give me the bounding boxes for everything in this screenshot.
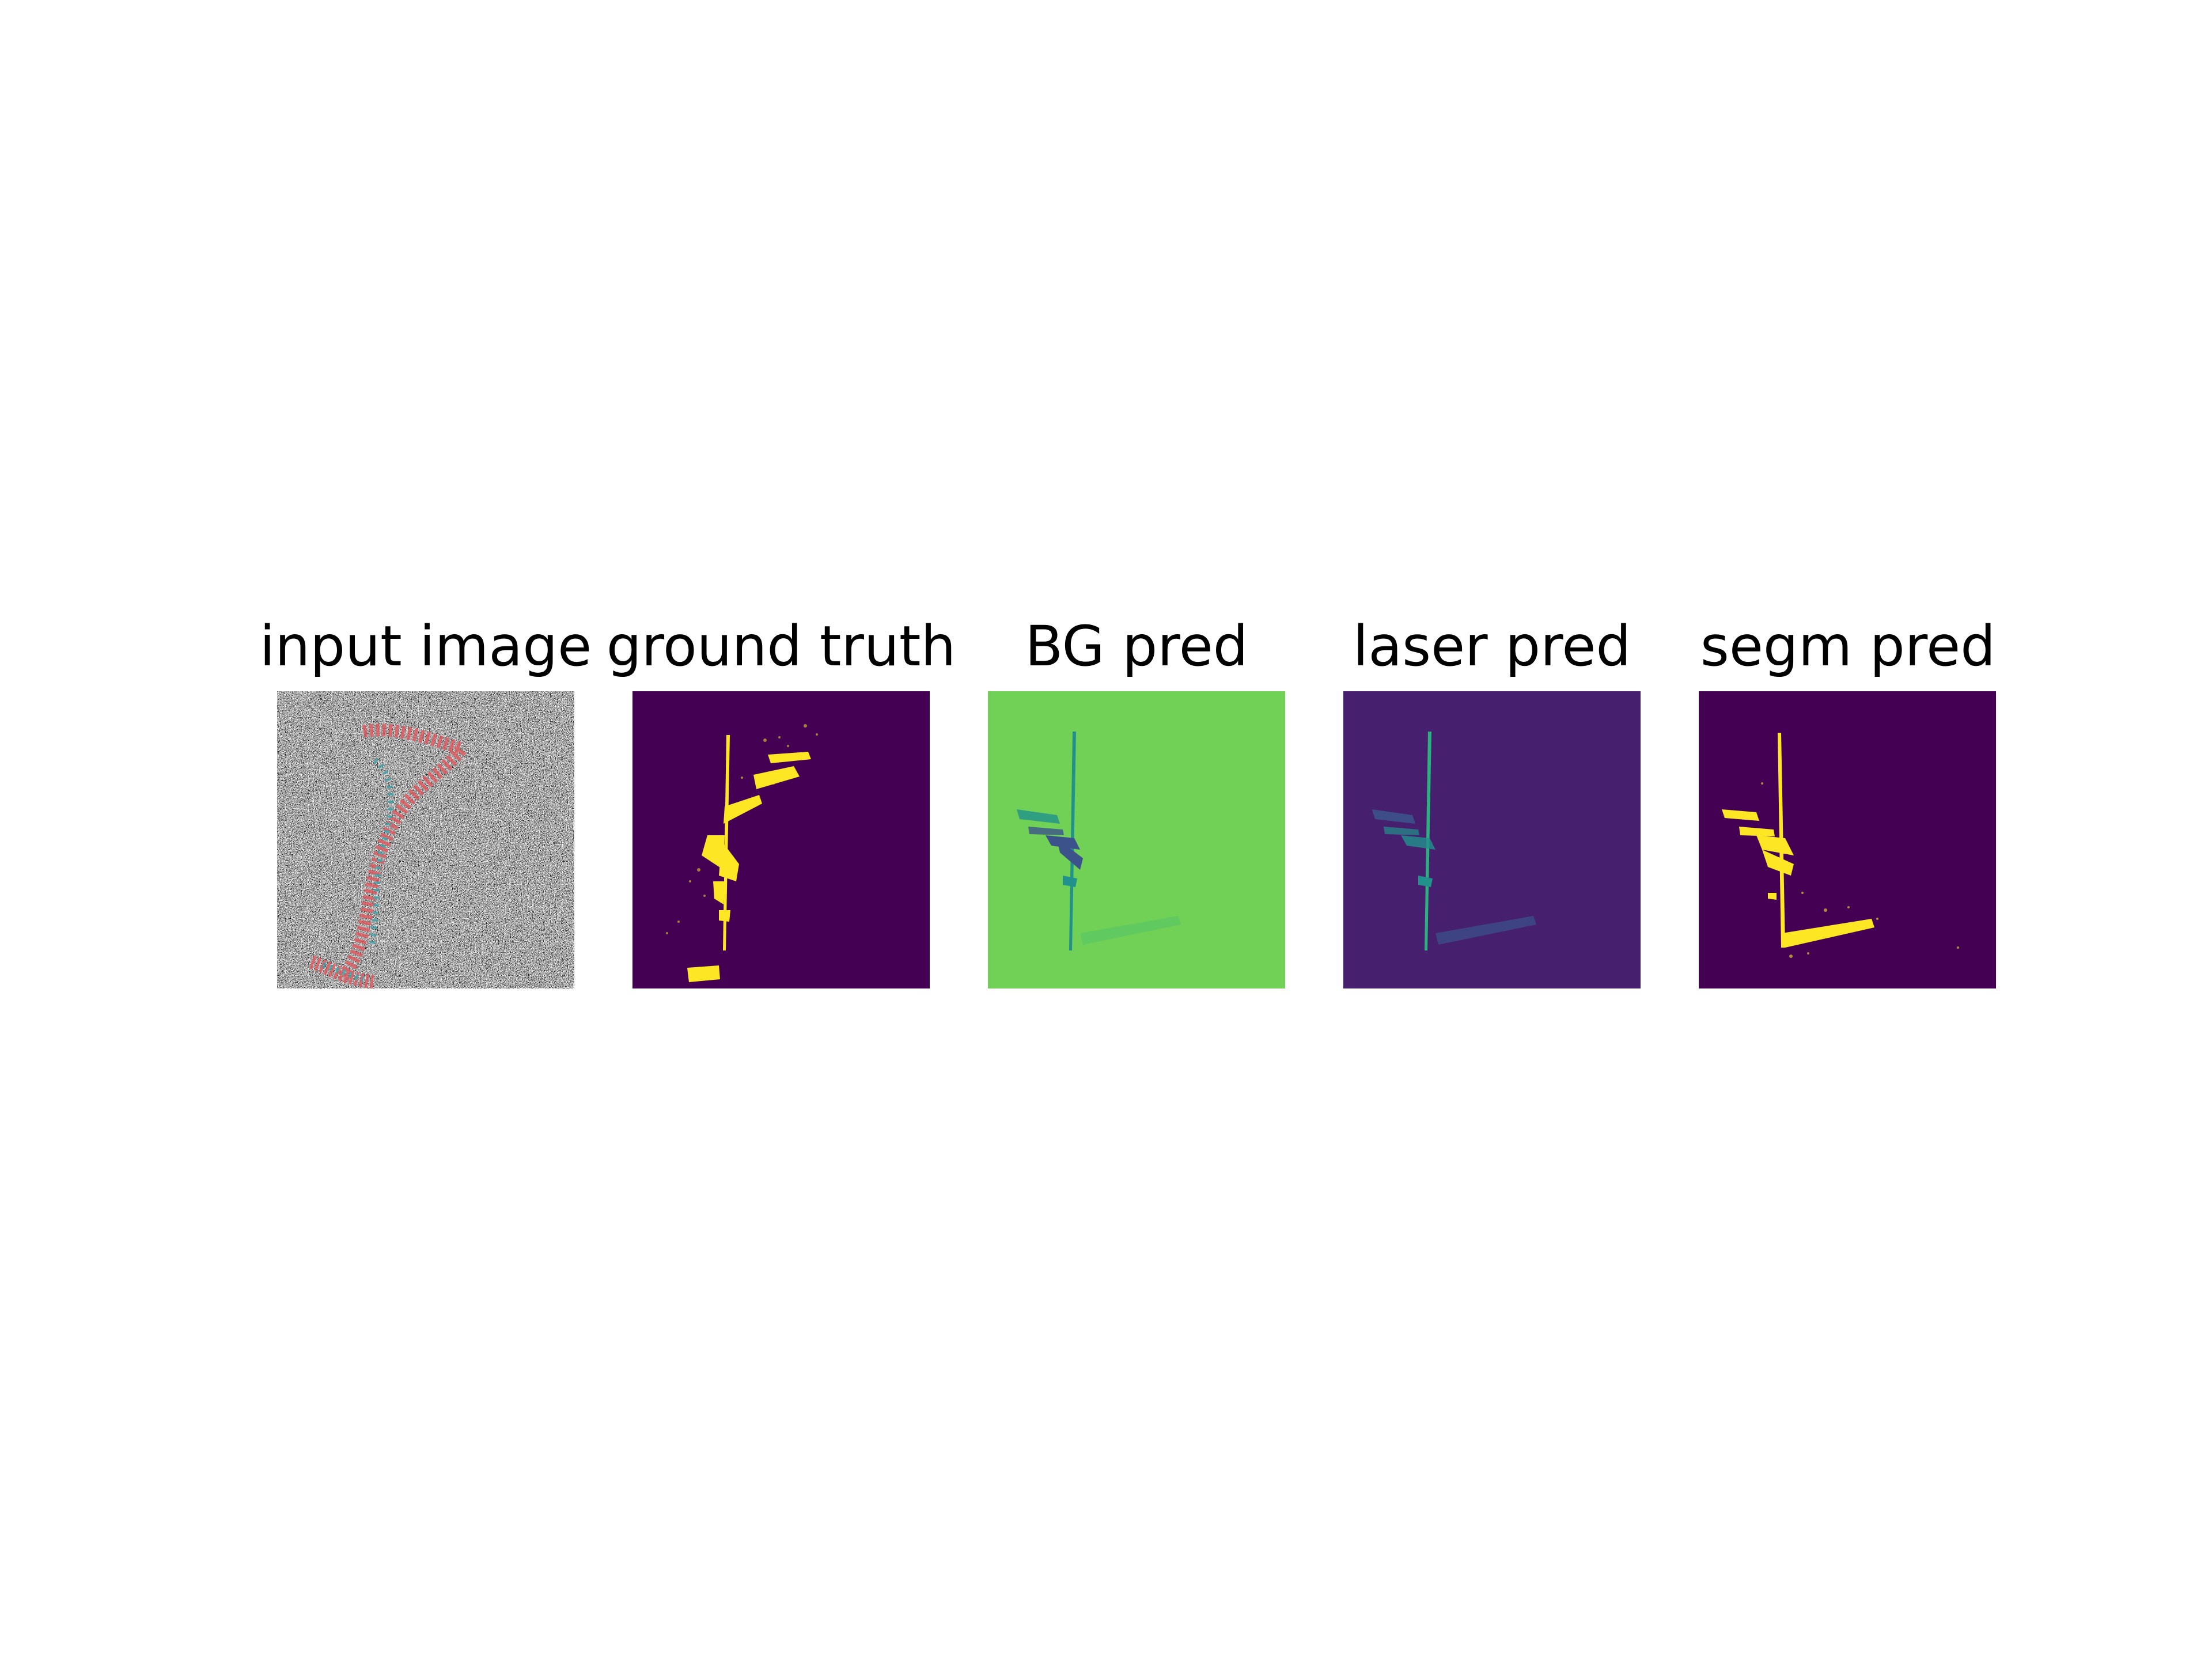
laser-pred-features: [1372, 732, 1536, 950]
panel-title-input-image: input image: [259, 614, 592, 679]
panel-title-ground-truth: ground truth: [606, 614, 956, 679]
ground-truth-panel: [632, 691, 930, 988]
bg-pred-features: [1017, 732, 1181, 950]
panel-title-laser-pred: laser pred: [1353, 614, 1631, 679]
segm-pred-panel: [1699, 691, 1996, 988]
panel-title-bg-pred: BG pred: [1025, 614, 1248, 679]
laser-pred-panel: [1343, 691, 1641, 988]
segm-pred-mask: [1722, 733, 1874, 948]
segm-pred-scatter: [1761, 782, 1959, 958]
panel-title-segm-pred: segm pred: [1700, 614, 1996, 679]
input-image-panel: [277, 691, 574, 988]
ground-truth-mask: [687, 735, 811, 982]
bg-pred-panel: [988, 691, 1285, 988]
input-event-overlay: [309, 724, 472, 988]
ground-truth-scatter: [666, 724, 818, 934]
